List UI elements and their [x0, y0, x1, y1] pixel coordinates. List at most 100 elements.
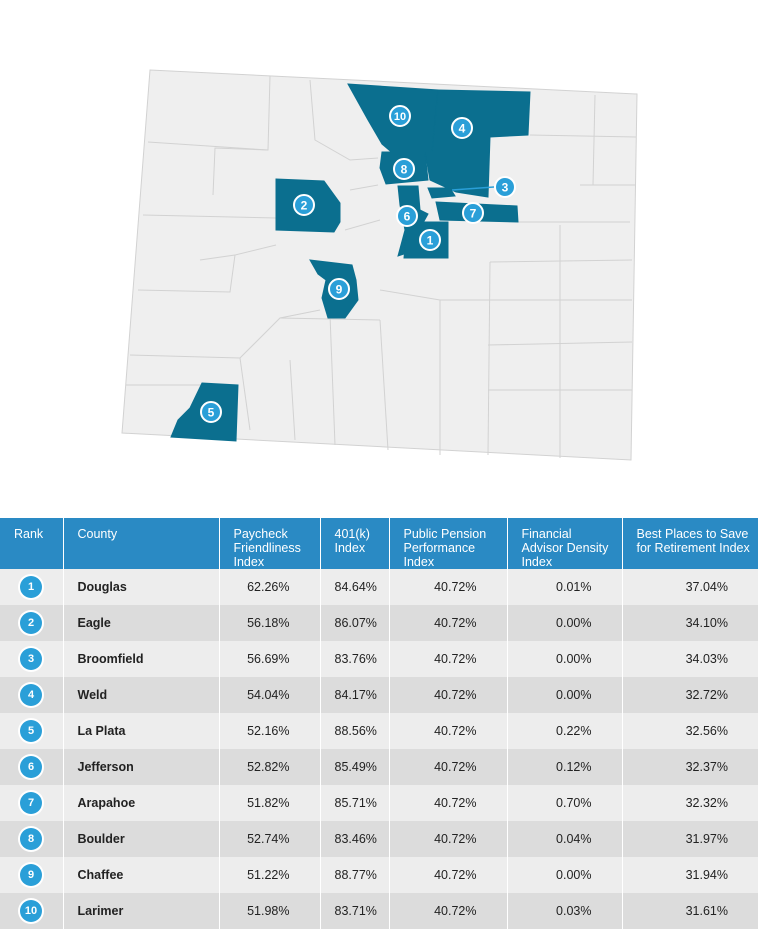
header-paycheck-friendliness: Paycheck Friendliness Index: [219, 518, 321, 569]
rank-badge: 10: [20, 900, 42, 922]
best-places-cell: 31.97%: [622, 821, 758, 857]
svg-text:5: 5: [208, 406, 215, 420]
table-row: 9 Chaffee 51.22% 88.77% 40.72% 0.00% 31.94%: [0, 857, 758, 893]
marker-1[interactable]: 1: [419, 229, 441, 251]
rank-cell: 7: [0, 785, 64, 821]
svg-text:7: 7: [470, 207, 477, 221]
paycheck-cell: 56.69%: [219, 641, 321, 677]
rank-cell: 5: [0, 713, 64, 749]
marker-4[interactable]: 4: [451, 117, 473, 139]
advisor-cell: 0.70%: [507, 785, 623, 821]
pension-cell: 40.72%: [389, 605, 508, 641]
header-best-places: Best Places to Save for Retirement Index: [622, 518, 758, 569]
header-financial-advisor: Financial Advisor Density Index: [507, 518, 623, 569]
county-boundaries: [126, 75, 637, 458]
table-body: 1 Douglas 62.26% 84.64% 40.72% 0.01% 37.04% 2 Ea…: [0, 569, 758, 929]
advisor-cell: 0.22%: [507, 713, 623, 749]
svg-text:2: 2: [301, 199, 308, 213]
marker-2[interactable]: 2: [293, 194, 315, 216]
map-svg: 1 2 3 4 5 6 7 8 9 10: [121, 69, 638, 461]
county-cell: Eagle: [63, 605, 220, 641]
pension-cell: 40.72%: [389, 857, 508, 893]
marker-9[interactable]: 9: [328, 278, 350, 300]
best-places-cell: 34.03%: [622, 641, 758, 677]
marker-6[interactable]: 6: [396, 205, 418, 227]
paycheck-cell: 52.82%: [219, 749, 321, 785]
pension-cell: 40.72%: [389, 893, 508, 929]
best-places-cell: 31.61%: [622, 893, 758, 929]
pension-cell: 40.72%: [389, 785, 508, 821]
colorado-county-map: 1 2 3 4 5 6 7 8 9 10: [121, 69, 638, 461]
k401-cell: 83.46%: [320, 821, 390, 857]
paycheck-cell: 62.26%: [219, 569, 321, 605]
rank-badge: 6: [20, 756, 42, 778]
marker-5[interactable]: 5: [200, 401, 222, 423]
county-cell: La Plata: [63, 713, 220, 749]
svg-text:8: 8: [401, 163, 408, 177]
rank-cell: 10: [0, 893, 64, 929]
svg-text:4: 4: [459, 122, 466, 136]
header-county: County: [63, 518, 220, 569]
svg-text:6: 6: [404, 210, 411, 224]
best-places-cell: 31.94%: [622, 857, 758, 893]
rank-cell: 9: [0, 857, 64, 893]
rank-badge: 7: [20, 792, 42, 814]
marker-7[interactable]: 7: [462, 202, 484, 224]
pension-cell: 40.72%: [389, 677, 508, 713]
advisor-cell: 0.01%: [507, 569, 623, 605]
k401-cell: 83.71%: [320, 893, 390, 929]
table-row: 3 Broomfield 56.69% 83.76% 40.72% 0.00% 34.03%: [0, 641, 758, 677]
rank-badge: 1: [20, 576, 42, 598]
k401-cell: 86.07%: [320, 605, 390, 641]
paycheck-cell: 51.98%: [219, 893, 321, 929]
rank-badge: 2: [20, 612, 42, 634]
marker-3[interactable]: 3: [494, 176, 516, 198]
rank-badge: 3: [20, 648, 42, 670]
advisor-cell: 0.12%: [507, 749, 623, 785]
rank-cell: 4: [0, 677, 64, 713]
paycheck-cell: 51.22%: [219, 857, 321, 893]
table-row: 6 Jefferson 52.82% 85.49% 40.72% 0.12% 32.37%: [0, 749, 758, 785]
rank-cell: 3: [0, 641, 64, 677]
table-row: 8 Boulder 52.74% 83.46% 40.72% 0.04% 31.97%: [0, 821, 758, 857]
rank-cell: 8: [0, 821, 64, 857]
rank-cell: 1: [0, 569, 64, 605]
header-401k: 401(k) Index: [320, 518, 390, 569]
header-public-pension: Public Pension Performance Index: [389, 518, 508, 569]
rank-badge: 4: [20, 684, 42, 706]
county-cell: Douglas: [63, 569, 220, 605]
marker-10[interactable]: 10: [389, 105, 411, 127]
county-cell: Boulder: [63, 821, 220, 857]
best-places-cell: 32.72%: [622, 677, 758, 713]
county-cell: Broomfield: [63, 641, 220, 677]
best-places-cell: 32.32%: [622, 785, 758, 821]
pension-cell: 40.72%: [389, 749, 508, 785]
pension-cell: 40.72%: [389, 713, 508, 749]
paycheck-cell: 52.16%: [219, 713, 321, 749]
rank-cell: 2: [0, 605, 64, 641]
rank-cell: 6: [0, 749, 64, 785]
rank-badge: 8: [20, 828, 42, 850]
weld-county[interactable]: [424, 89, 531, 198]
svg-text:10: 10: [394, 111, 406, 123]
map-markers: 1 2 3 4 5 6 7 8 9 10: [200, 105, 516, 423]
k401-cell: 85.49%: [320, 749, 390, 785]
rank-badge: 9: [20, 864, 42, 886]
advisor-cell: 0.00%: [507, 677, 623, 713]
table-row: 2 Eagle 56.18% 86.07% 40.72% 0.00% 34.10%: [0, 605, 758, 641]
table-row: 5 La Plata 52.16% 88.56% 40.72% 0.22% 32.56%: [0, 713, 758, 749]
k401-cell: 88.56%: [320, 713, 390, 749]
county-cell: Chaffee: [63, 857, 220, 893]
advisor-cell: 0.00%: [507, 605, 623, 641]
table-row: 7 Arapahoe 51.82% 85.71% 40.72% 0.70% 32.32%: [0, 785, 758, 821]
k401-cell: 88.77%: [320, 857, 390, 893]
pension-cell: 40.72%: [389, 821, 508, 857]
county-cell: Arapahoe: [63, 785, 220, 821]
broomfield-county[interactable]: [427, 187, 456, 199]
paycheck-cell: 54.04%: [219, 677, 321, 713]
marker-8[interactable]: 8: [393, 158, 415, 180]
ranking-table: Rank County Paycheck Friendliness Index …: [0, 518, 758, 929]
header-rank: Rank: [0, 518, 64, 569]
county-cell: Weld: [63, 677, 220, 713]
best-places-cell: 34.10%: [622, 605, 758, 641]
